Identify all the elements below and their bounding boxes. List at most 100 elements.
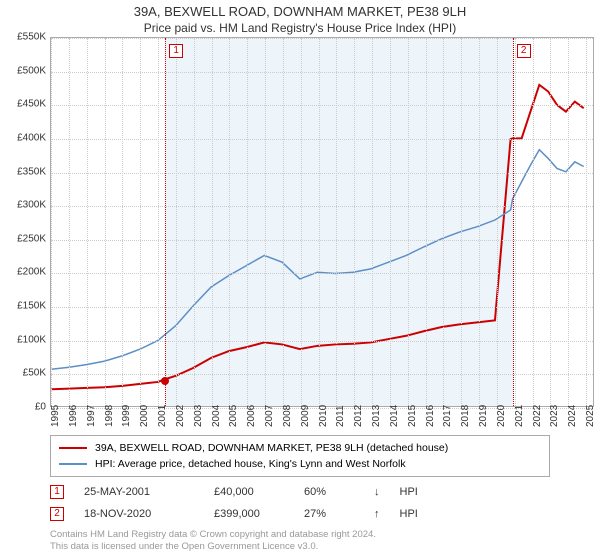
y-tick-label: £450K	[17, 99, 46, 110]
plot-area: 12	[50, 37, 594, 407]
legend-swatch	[59, 463, 87, 465]
x-tick-label: 2013	[371, 405, 382, 427]
x-tick-label: 2002	[175, 405, 186, 427]
gridline-v	[336, 38, 337, 406]
x-tick-label: 2001	[157, 405, 168, 427]
y-tick-label: £550K	[17, 32, 46, 43]
reference-marker: 2	[517, 44, 531, 58]
gridline-v	[158, 38, 159, 406]
footer-line: Contains HM Land Registry data © Crown c…	[50, 529, 550, 541]
transaction-row: 1 25-MAY-2001 £40,000 60% ↓ HPI	[50, 481, 550, 503]
transaction-price: £399,000	[214, 508, 284, 520]
gridline-v	[122, 38, 123, 406]
legend-swatch	[59, 447, 87, 449]
footer-attribution: Contains HM Land Registry data © Crown c…	[50, 529, 550, 554]
gridline-v	[69, 38, 70, 406]
gridline-v	[140, 38, 141, 406]
gridline-v	[176, 38, 177, 406]
y-tick-label: £150K	[17, 301, 46, 312]
x-tick-label: 2008	[282, 405, 293, 427]
x-tick-label: 2022	[532, 405, 543, 427]
x-axis: 1995199619971998199920002001200220032004…	[50, 407, 594, 433]
legend-label: HPI: Average price, detached house, King…	[95, 458, 406, 470]
chart-title: 39A, BEXWELL ROAD, DOWNHAM MARKET, PE38 …	[0, 4, 600, 19]
y-axis: £0£50K£100K£150K£200K£250K£300K£350K£400…	[0, 37, 50, 407]
transaction-marker: 1	[50, 485, 64, 499]
x-tick-label: 2023	[549, 405, 560, 427]
x-tick-label: 2000	[139, 405, 150, 427]
transaction-row: 218-NOV-2020£399,00027%↑HPI	[50, 503, 550, 525]
y-tick-label: £50K	[23, 368, 46, 379]
reference-line	[513, 38, 514, 406]
transaction-ref: HPI	[400, 486, 418, 498]
x-tick-label: 1999	[121, 405, 132, 427]
gridline-v	[212, 38, 213, 406]
gridline-v	[443, 38, 444, 406]
y-tick-label: £200K	[17, 267, 46, 278]
legend-label: 39A, BEXWELL ROAD, DOWNHAM MARKET, PE38 …	[95, 442, 448, 454]
x-tick-label: 2025	[585, 405, 596, 427]
legend-item: HPI: Average price, detached house, King…	[59, 456, 541, 472]
gridline-v	[408, 38, 409, 406]
chart-subtitle: Price paid vs. HM Land Registry's House …	[0, 21, 600, 35]
x-tick-label: 2016	[425, 405, 436, 427]
transaction-pct: 60%	[304, 486, 354, 498]
gridline-v	[586, 38, 587, 406]
transaction-price: £40,000	[214, 486, 284, 498]
x-tick-label: 2006	[246, 405, 257, 427]
x-tick-label: 2020	[496, 405, 507, 427]
gridline-v	[550, 38, 551, 406]
x-tick-label: 2004	[211, 405, 222, 427]
reference-line	[165, 38, 166, 406]
gridline-v	[194, 38, 195, 406]
legend-item: 39A, BEXWELL ROAD, DOWNHAM MARKET, PE38 …	[59, 440, 541, 456]
gridline-v	[426, 38, 427, 406]
y-tick-label: £0	[35, 402, 46, 413]
x-tick-label: 1998	[104, 405, 115, 427]
chart-area: £0 £50K £100K £150K £200K £250K £300K £350K £400…	[0, 37, 600, 433]
y-tick-label: £400K	[17, 132, 46, 143]
gridline-v	[568, 38, 569, 406]
y-tick-label: £300K	[17, 200, 46, 211]
gridline-v	[229, 38, 230, 406]
gridline-v	[87, 38, 88, 406]
x-tick-label: 1996	[68, 405, 79, 427]
x-tick-label: 2005	[228, 405, 239, 427]
x-tick-label: 1995	[50, 405, 61, 427]
transaction-marker: 2	[50, 507, 64, 521]
x-tick-label: 2003	[193, 405, 204, 427]
y-tick-label: £350K	[17, 166, 46, 177]
transaction-date: 18-NOV-2020	[84, 508, 194, 520]
gridline-v	[515, 38, 516, 406]
transactions-table: 1 25-MAY-2001 £40,000 60% ↓ HPI 2 18-NOV-2020 £3…	[50, 481, 550, 525]
transaction-arrow-icon: ↓	[374, 486, 380, 498]
gridline-v	[283, 38, 284, 406]
chart-title-block: 39A, BEXWELL ROAD, DOWNHAM MARKET, PE38 …	[0, 0, 600, 37]
x-tick-label: 2011	[335, 405, 346, 427]
transaction-ref: HPI	[400, 508, 418, 520]
gridline-v	[319, 38, 320, 406]
legend: 39A, BEXWELL ROAD, DOWNHAM MARKET, PE38 …	[50, 435, 550, 477]
y-tick-label: £500K	[17, 65, 46, 76]
gridline-v	[372, 38, 373, 406]
gridline-v	[479, 38, 480, 406]
x-tick-label: 2021	[514, 405, 525, 427]
y-tick-label: £100K	[17, 334, 46, 345]
sale-dot	[161, 377, 169, 385]
transaction-pct: 27%	[304, 508, 354, 520]
x-tick-label: 2015	[407, 405, 418, 427]
gridline-v	[301, 38, 302, 406]
gridline-v	[461, 38, 462, 406]
transaction-date: 25-MAY-2001	[84, 486, 194, 498]
x-tick-label: 2017	[442, 405, 453, 427]
x-tick-label: 2012	[353, 405, 364, 427]
x-tick-label: 2014	[389, 405, 400, 427]
gridline-v	[533, 38, 534, 406]
gridline-v	[105, 38, 106, 406]
x-tick-label: 2010	[318, 405, 329, 427]
x-tick-label: 2018	[460, 405, 471, 427]
x-tick-label: 2024	[567, 405, 578, 427]
gridline-v	[497, 38, 498, 406]
y-tick-label: £250K	[17, 233, 46, 244]
gridline-v	[354, 38, 355, 406]
